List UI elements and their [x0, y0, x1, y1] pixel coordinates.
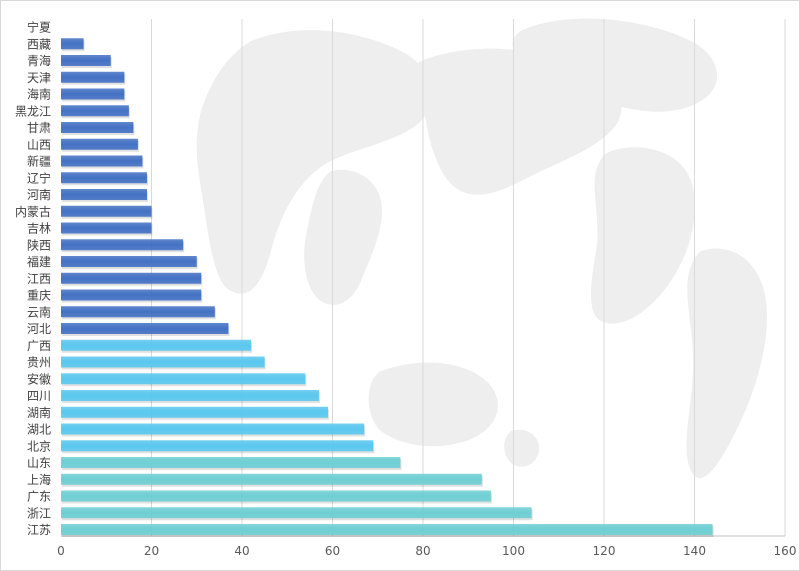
world-map-watermark [196, 18, 767, 479]
bar [61, 256, 197, 267]
category-label: 山东 [27, 456, 51, 470]
bar [61, 289, 202, 301]
bar [61, 440, 374, 452]
bar [61, 507, 532, 519]
x-tick-label: 40 [234, 544, 249, 558]
category-label: 辽宁 [27, 170, 51, 185]
category-label: 福建 [27, 254, 51, 269]
bar [61, 356, 265, 368]
category-labels: 宁夏西藏青海天津海南黑龙江甘肃山西新疆辽宁河南内蒙古吉林陕西福建江西重庆云南河北… [15, 20, 51, 538]
bar [61, 306, 215, 318]
bar [61, 490, 491, 502]
category-label: 江苏 [27, 523, 51, 537]
bar [61, 239, 184, 251]
x-tick-label: 80 [415, 544, 430, 558]
x-axis: 0 20 40 60 80 100 120 140 160 [57, 535, 797, 558]
category-label: 黑龙江 [15, 104, 51, 118]
category-label: 青海 [27, 53, 51, 68]
x-tick-label: 120 [593, 544, 616, 558]
category-label: 安徽 [27, 371, 51, 386]
category-label: 上海 [27, 472, 51, 487]
category-label: 广东 [27, 490, 51, 504]
x-tick-label: 20 [144, 544, 159, 558]
bar [61, 155, 143, 167]
category-label: 广西 [27, 339, 51, 353]
category-label: 海南 [27, 87, 51, 102]
bar [61, 222, 152, 234]
category-label: 宁夏 [27, 20, 51, 35]
bar [61, 473, 482, 485]
bar [61, 406, 328, 418]
category-label: 河南 [27, 187, 51, 202]
bar [61, 373, 306, 385]
bars [61, 38, 714, 537]
category-label: 贵州 [27, 356, 51, 370]
bar [61, 189, 147, 200]
bar [61, 122, 134, 133]
category-label: 山西 [27, 138, 51, 152]
category-label: 天津 [27, 71, 51, 85]
x-tick-label: 140 [683, 544, 706, 558]
category-label: 云南 [27, 304, 51, 319]
category-label: 吉林 [27, 222, 51, 236]
category-label: 浙江 [27, 506, 51, 520]
x-tick-label: 60 [325, 544, 340, 558]
category-label: 湖南 [27, 405, 51, 420]
bar [61, 55, 111, 66]
bar [61, 390, 319, 401]
category-label: 江西 [27, 272, 51, 286]
bar [61, 205, 152, 217]
x-tick-label: 160 [774, 544, 797, 558]
bar [61, 105, 129, 117]
bar [61, 323, 229, 334]
category-label: 北京 [27, 439, 51, 453]
bar [61, 71, 125, 83]
bar [61, 172, 147, 184]
bar [61, 524, 713, 535]
category-label: 西藏 [27, 37, 51, 51]
bar [61, 457, 401, 468]
bar [61, 339, 252, 351]
category-label: 甘肃 [27, 121, 51, 135]
x-tick-label: 0 [57, 544, 65, 558]
category-label: 内蒙古 [15, 204, 51, 219]
category-label: 河北 [27, 322, 51, 336]
bar [61, 38, 84, 50]
category-label: 新疆 [27, 154, 51, 169]
category-label: 四川 [27, 389, 51, 403]
category-label: 湖北 [27, 422, 51, 437]
x-tick-label: 100 [502, 544, 525, 558]
category-label: 陕西 [27, 237, 51, 252]
category-label: 重庆 [27, 289, 51, 303]
bar [61, 88, 125, 100]
bar [61, 138, 138, 150]
bar [61, 423, 365, 435]
bar [61, 272, 202, 284]
